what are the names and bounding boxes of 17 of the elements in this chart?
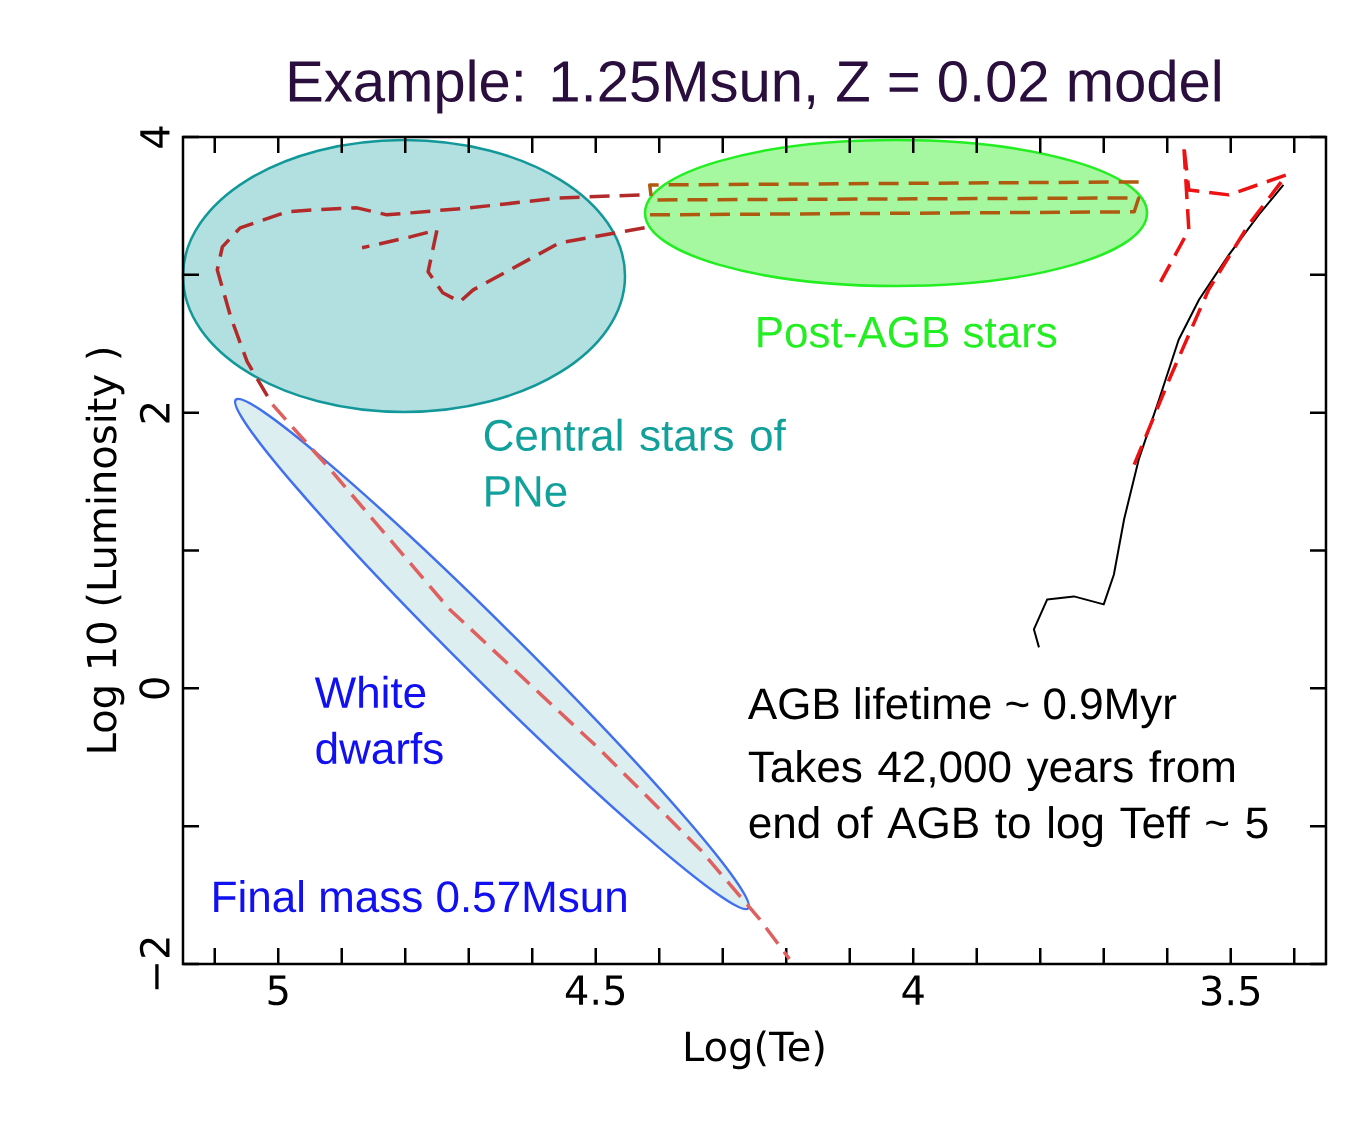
annotation: White dwarfs [314,675,443,765]
y-tick-label: 0 [139,678,170,699]
annotation: Final mass 0.57Msun [214,880,626,913]
annotation: Takes 42,000 years from end of AGB to log Teff ~ 5 [748,750,1268,848]
y-tick-label: 2 [139,403,170,423]
y-tick-label: 4 [140,126,170,148]
x-tick-label: 4 [902,975,924,1005]
x-tick-label: 3.5 [1201,975,1260,1006]
chart-title: Example: 1.25Msun, Z = 0.02 model [289,59,1220,114]
annotation: AGB lifetime ~ 0.9Myr [747,687,1177,729]
y-axis-title: Log 10 (Luminosity ) [85,349,125,752]
x-axis-title: Log(Te) [685,1030,824,1070]
y-tick-label: −2 [139,938,170,990]
annotation: Post-AGB stars [758,316,1057,348]
annotation: Central stars of PNe [484,418,786,507]
x-tick-label: 4.5 [565,975,625,1006]
x-tick-label: 5 [268,975,288,1006]
